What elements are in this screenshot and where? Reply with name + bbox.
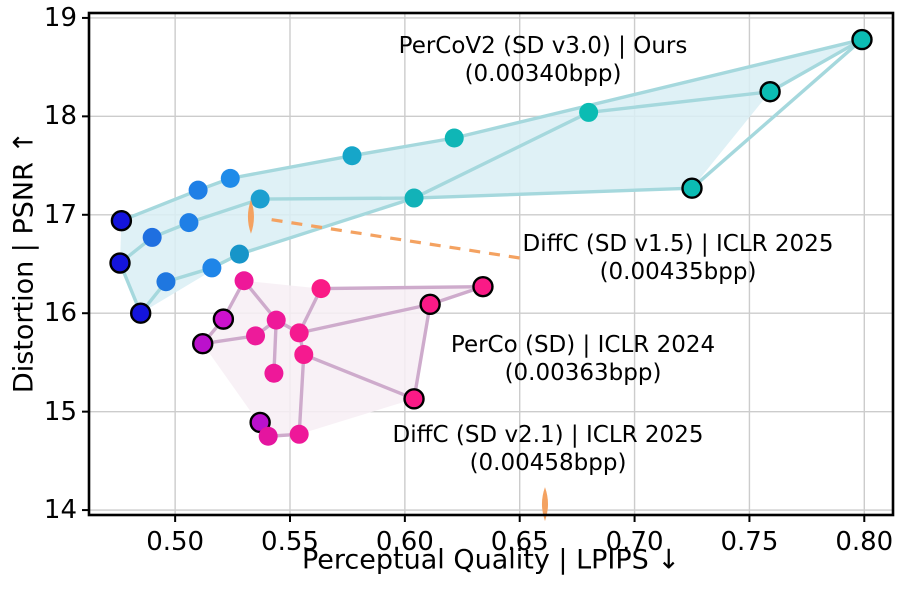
annotation-bpp: (0.00458bpp): [469, 450, 627, 476]
x-tick-label: 0.65: [490, 527, 549, 557]
data-point[interactable]: [681, 177, 703, 199]
x-tick-label: 0.60: [375, 527, 434, 557]
axes-frame-layer: [87, 11, 895, 517]
data-point[interactable]: [472, 275, 494, 298]
tick-marks-layer: [82, 16, 866, 522]
series-line: [412, 186, 694, 200]
annotation-title: DiffC (SD v2.1) | ICLR 2025: [392, 421, 704, 448]
x-tick-label: 0.55: [261, 527, 319, 557]
data-point[interactable]: [294, 345, 314, 365]
data-point[interactable]: [342, 146, 362, 166]
series-annotation: DiffC (SD v1.5) | ICLR 2025 (0.00435bpp): [523, 230, 834, 286]
series-line: [690, 37, 864, 190]
series-markers-layer: [109, 28, 873, 522]
data-point[interactable]: [289, 424, 309, 444]
data-point-diamond[interactable]: [541, 487, 549, 522]
annotation-title: PerCo (SD) | ICLR 2024: [450, 331, 716, 358]
y-tick-label: 19: [43, 2, 77, 33]
data-point[interactable]: [246, 326, 266, 346]
x-tick-label: 0.70: [605, 527, 664, 557]
data-point[interactable]: [264, 363, 284, 383]
data-point[interactable]: [188, 180, 208, 200]
annotation-bpp: (0.00435bpp): [599, 259, 757, 285]
annotation-bpp: (0.00363bpp): [504, 360, 662, 386]
x-tick-label: 0.80: [835, 527, 894, 557]
x-axis-title: Perceptual Quality | LPIPS ↓: [301, 544, 681, 576]
series-annotation: PerCoV2 (SD v3.0) | Ours (0.00340bpp): [399, 32, 688, 88]
data-point[interactable]: [212, 308, 235, 330]
x-tick-label: 0.50: [146, 527, 205, 557]
annotation-bpp: (0.00340bpp): [464, 61, 622, 87]
series-hull: [202, 280, 483, 437]
data-point[interactable]: [419, 293, 441, 316]
data-point-diamond[interactable]: [247, 199, 254, 234]
data-point[interactable]: [142, 227, 162, 247]
y-tick-label: 16: [43, 298, 77, 329]
data-point[interactable]: [579, 102, 599, 122]
data-point[interactable]: [311, 279, 331, 299]
data-point[interactable]: [404, 188, 424, 208]
y-tick-label: 17: [43, 199, 77, 230]
data-point[interactable]: [110, 209, 133, 232]
data-point[interactable]: [192, 333, 214, 355]
y-tick-label: 18: [43, 101, 77, 132]
data-point[interactable]: [179, 213, 199, 233]
data-point[interactable]: [444, 128, 464, 148]
y-tick-label: 15: [43, 396, 77, 427]
data-point[interactable]: [289, 323, 309, 343]
data-point[interactable]: [258, 426, 278, 446]
annotation-title: DiffC (SD v1.5) | ICLR 2025: [522, 230, 834, 257]
x-tick-label: 0.75: [720, 527, 779, 557]
series-dashed-line: [271, 218, 527, 261]
axes-frame: [87, 11, 895, 517]
y-tick-label: 14: [43, 495, 77, 526]
series-annotation: PerCo (SD) | ICLR 2024 (0.00363bpp): [451, 331, 715, 387]
annotation-title: PerCoV2 (SD v3.0) | Ours: [398, 32, 688, 59]
data-point[interactable]: [266, 310, 286, 330]
data-point[interactable]: [851, 28, 873, 51]
series-annotation: DiffC (SD v2.1) | ICLR 2025 (0.00458bpp): [393, 421, 704, 477]
data-point[interactable]: [220, 168, 240, 188]
series-hull: [120, 39, 862, 314]
series-line: [119, 37, 864, 223]
data-point[interactable]: [109, 252, 131, 274]
data-point[interactable]: [759, 81, 781, 103]
y-axis-title: Distortion | PSNR ↑: [8, 130, 40, 394]
data-point[interactable]: [234, 271, 254, 291]
data-point[interactable]: [129, 302, 152, 324]
data-point[interactable]: [250, 189, 270, 209]
data-point[interactable]: [202, 258, 222, 278]
data-point[interactable]: [403, 388, 425, 410]
data-point[interactable]: [229, 244, 249, 264]
data-point[interactable]: [156, 272, 176, 292]
